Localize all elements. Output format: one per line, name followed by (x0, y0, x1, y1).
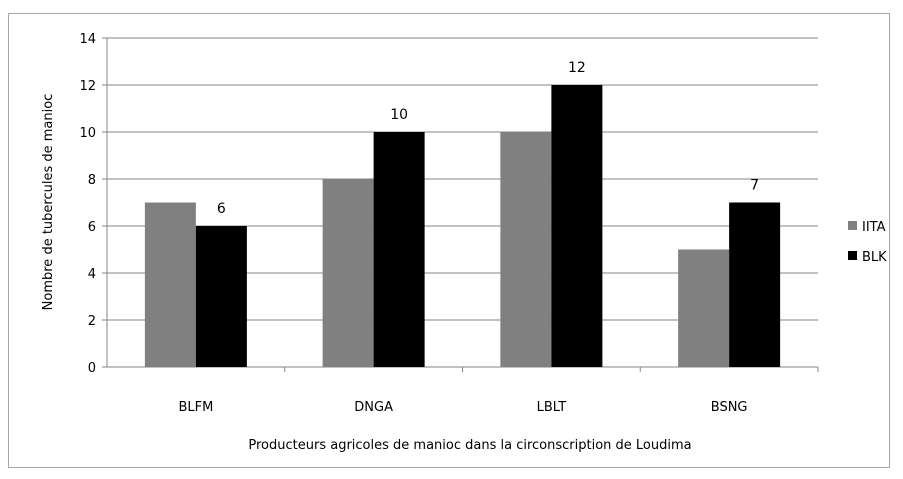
x-category-label: BLFM (178, 400, 213, 415)
legend-label-iita: IITA (862, 220, 886, 235)
x-category-label: DNGA (354, 400, 393, 415)
bar-iita (144, 202, 196, 367)
legend-swatch-iita (848, 221, 857, 230)
y-tick-label: 14 (79, 32, 96, 47)
bar-blk (729, 202, 781, 367)
labels: 0 2 4 6 8 10 12 14 6 BLFM 10 DNGA 12 LBLT 7 BSNG (79, 32, 759, 415)
x-category-label: BSNG (711, 400, 748, 415)
x-category-label: LBLT (537, 400, 567, 415)
data-label: 7 (750, 178, 759, 194)
bar-blk (551, 85, 603, 367)
x-axis-title: Producteurs agricoles de manioc dans la … (248, 438, 691, 453)
data-label: 6 (217, 201, 226, 217)
y-tick-label: 8 (88, 173, 96, 188)
y-axis-title: Nombre de tubercules de manioc (41, 94, 56, 311)
bars (144, 85, 781, 367)
y-tick-label: 0 (88, 361, 96, 376)
data-label: 12 (568, 60, 586, 76)
bar-iita (500, 132, 552, 367)
data-label: 10 (390, 107, 408, 123)
legend-label-blk: BLK (862, 250, 887, 265)
y-tick-label: 4 (88, 267, 96, 282)
legend-swatch-blk (848, 251, 857, 260)
bar-iita (322, 179, 374, 367)
y-tick-label: 12 (79, 79, 96, 94)
y-tick-label: 2 (88, 314, 96, 329)
y-tick-label: 10 (79, 126, 96, 141)
bar-iita (678, 249, 730, 367)
y-tick-label: 6 (88, 220, 96, 235)
bar-blk (195, 226, 247, 367)
legend: IITA BLK (848, 220, 887, 265)
bar-blk (373, 132, 425, 367)
